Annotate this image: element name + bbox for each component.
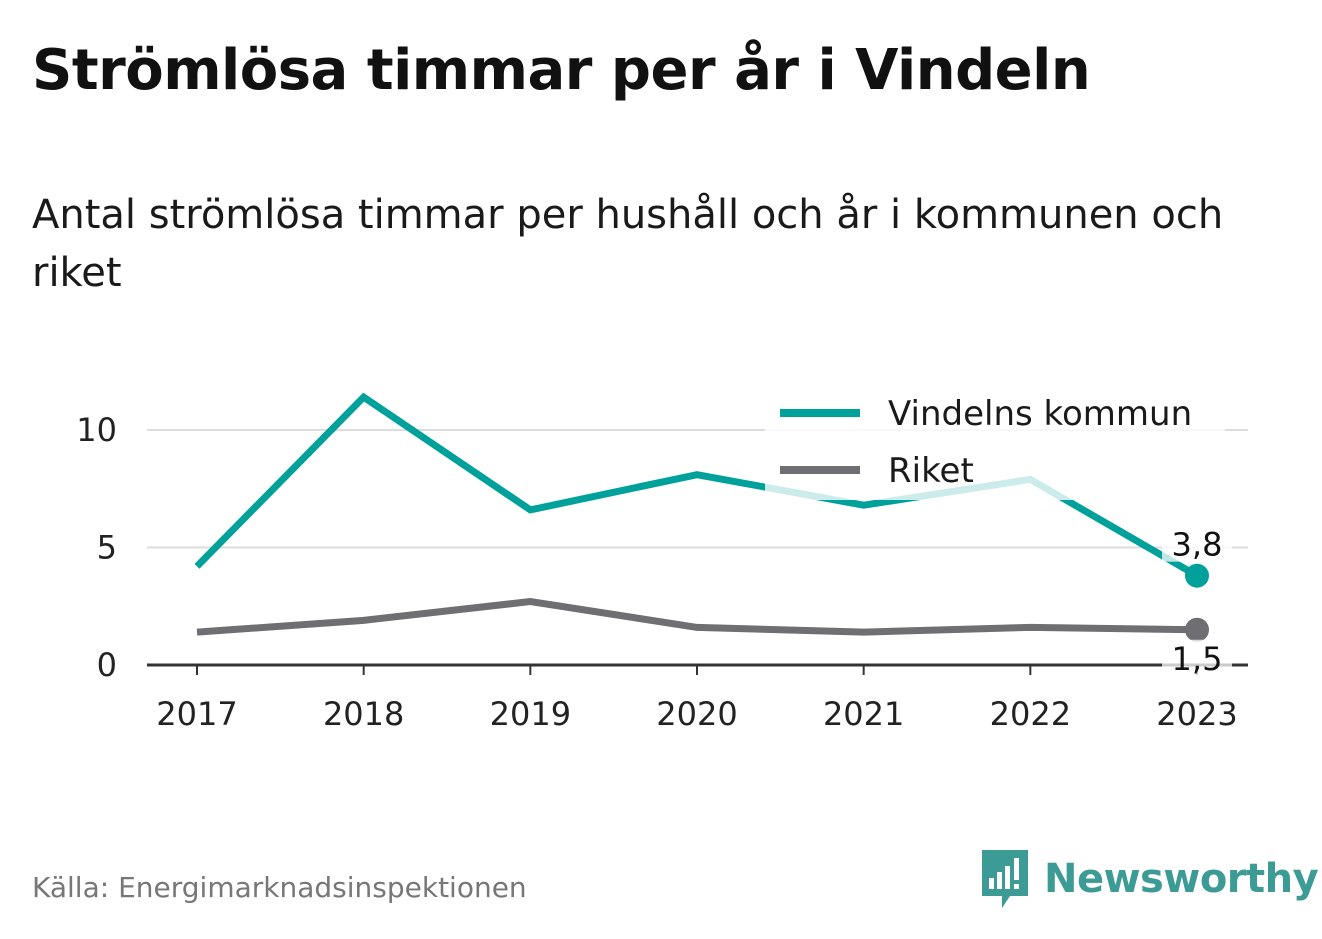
y-axis: 0 5 10 (76, 411, 117, 684)
end-label-background (1162, 525, 1232, 562)
source-note: Källa: Energimarknadsinspektionen (32, 871, 527, 904)
x-tick-label: 2020 (656, 695, 737, 733)
x-axis: 2017 2018 2019 2020 2021 2022 2023 (147, 663, 1248, 733)
end-value-label: 1,5 (1172, 640, 1223, 678)
legend-label: Vindelns kommun (888, 394, 1192, 434)
end-value-label: 3,8 (1172, 526, 1223, 564)
chart-title: Strömlösa timmar per år i Vindeln (32, 38, 1091, 103)
series-endpoint-0 (1185, 563, 1209, 588)
brand-name: Newsworthy (1044, 856, 1319, 902)
legend: Vindelns kommun Riket (765, 385, 1225, 500)
series-endpoint-1 (1185, 617, 1209, 642)
series-line-1 (196, 598, 1198, 636)
legend-background (765, 385, 1225, 500)
y-tick-label: 0 (97, 646, 117, 684)
x-tick-label: 2019 (490, 695, 571, 733)
x-tick-label: 2023 (1156, 695, 1237, 733)
x-tick-label: 2021 (823, 695, 904, 733)
newsworthy-logo-icon (982, 850, 1028, 908)
brand: Newsworthy (980, 848, 1319, 910)
y-tick-label: 10 (76, 411, 117, 449)
end-label-background (1162, 639, 1232, 676)
x-tick-label: 2018 (323, 695, 404, 733)
line-chart: 0 5 10 2017 2018 2019 2020 2021 2022 2023 Vindel… (76, 385, 1248, 733)
x-tick-label: 2022 (990, 695, 1071, 733)
x-tick-label: 2017 (156, 695, 237, 733)
end-labels: 3,8 1,5 (1162, 525, 1232, 678)
chart-subtitle: Antal strömlösa timmar per hushåll och å… (32, 192, 1224, 296)
y-tick-label: 5 (97, 529, 117, 567)
legend-label: Riket (888, 451, 974, 491)
